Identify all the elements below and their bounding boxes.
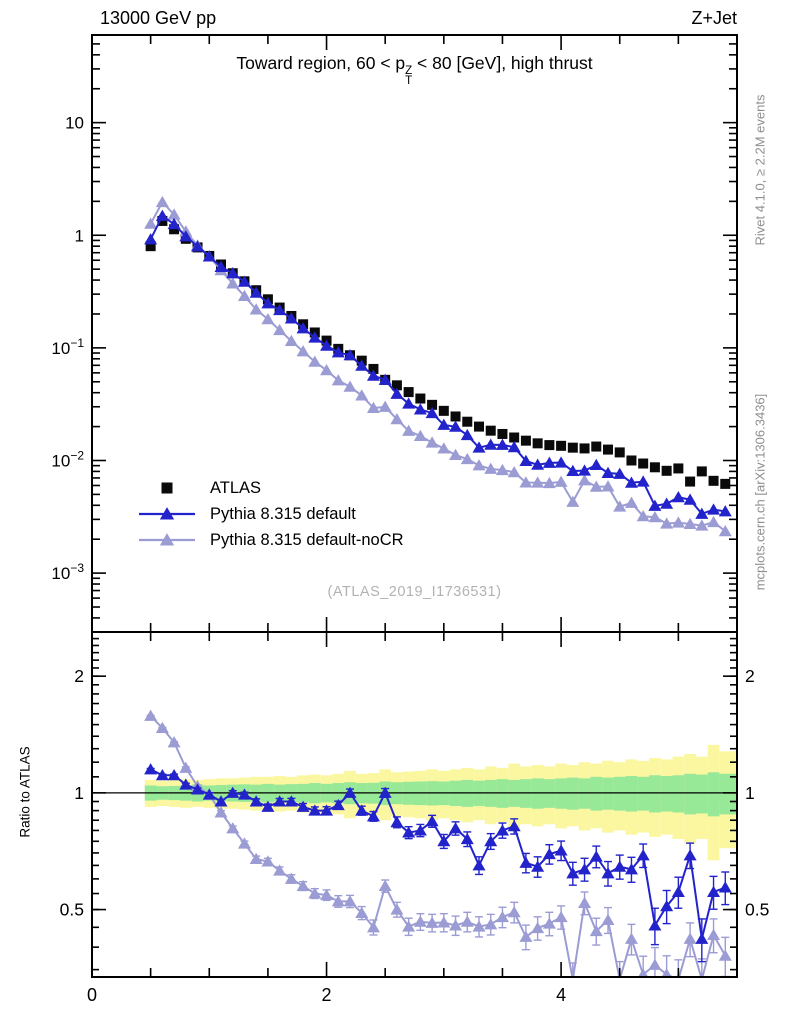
tick-label: 1 bbox=[745, 783, 755, 803]
legend-item-pythia-nocr: Pythia 8.315 default-noCR bbox=[138, 527, 404, 553]
legend-item-atlas: ATLAS bbox=[138, 475, 404, 501]
tick-label: 0.5 bbox=[60, 900, 84, 920]
tick-label: 0.5 bbox=[745, 900, 769, 920]
mcplots-arxiv-note: mcplots.cern.ch [arXiv:1306.3436] bbox=[752, 393, 768, 591]
beam-energy-label: 13000 GeV pp bbox=[100, 8, 217, 28]
uncertainty-band-inner bbox=[625, 776, 638, 812]
uncertainty-band-inner bbox=[695, 774, 708, 814]
legend-item-pythia-default: Pythia 8.315 default bbox=[138, 501, 404, 527]
tick-label: 2 bbox=[745, 666, 755, 686]
uncertainty-band-inner bbox=[496, 779, 509, 808]
title-suffix: < 80 [GeV], high thrust bbox=[412, 53, 593, 73]
tick-label: 10−2 bbox=[51, 448, 84, 470]
process-label: Z+Jet bbox=[691, 8, 737, 28]
spectrum-points-atlas bbox=[145, 215, 731, 489]
legend-label: Pythia 8.315 default bbox=[210, 504, 356, 523]
tick-label: 2 bbox=[74, 666, 84, 686]
atlas-marker-icon bbox=[161, 482, 173, 494]
uncertainty-band-inner bbox=[555, 778, 567, 809]
pythia-nocr-marker-icon bbox=[139, 533, 195, 546]
tick-label: 10−3 bbox=[51, 561, 84, 583]
legend-label: Pythia 8.315 default-noCR bbox=[210, 530, 404, 549]
spectrum-curve-pythia-default bbox=[144, 209, 732, 519]
uncertainty-band-inner bbox=[531, 778, 544, 809]
uncertainty-band-inner bbox=[637, 776, 650, 811]
tick-label: 1 bbox=[75, 226, 84, 245]
tick-label: 10−1 bbox=[51, 336, 84, 358]
ratio-curve-pythia-default bbox=[144, 763, 732, 963]
rivet-version-note: Rivet 4.1.0, ≥ 2.2M events bbox=[752, 94, 768, 246]
uncertainty-band-inner bbox=[707, 772, 720, 817]
uncertainty-band-inner bbox=[520, 779, 532, 808]
legend: ATLAS Pythia 8.315 default Pythia 8.315 … bbox=[138, 475, 404, 553]
uncertainty-band-inner bbox=[684, 773, 696, 815]
spectrum-panel bbox=[144, 195, 732, 537]
title-superscript: Z bbox=[405, 65, 413, 77]
title-prefix: Toward region, 60 < bbox=[236, 53, 396, 73]
tick-label: 1 bbox=[74, 783, 84, 803]
tick-label: 4 bbox=[556, 985, 566, 1005]
uncertainty-band-inner bbox=[578, 778, 591, 809]
ratio-curve-pythia-nocr bbox=[144, 709, 732, 977]
uncertainty-band-inner bbox=[672, 775, 685, 813]
pythia-default-marker-icon bbox=[139, 507, 195, 520]
ratio-panel bbox=[92, 709, 737, 977]
title-subscript: T bbox=[405, 75, 413, 87]
uncertainty-band-inner bbox=[613, 776, 626, 811]
uncertainty-band-inner bbox=[719, 773, 737, 815]
legend-label: ATLAS bbox=[210, 478, 262, 497]
analysis-watermark: (ATLAS_2019_I1736531) bbox=[327, 584, 502, 600]
tick-label: 2 bbox=[322, 985, 332, 1005]
uncertainty-band-inner bbox=[649, 775, 661, 813]
uncertainty-band-inner bbox=[590, 776, 603, 811]
uncertainty-band-inner bbox=[566, 777, 579, 810]
uncertainty-band-inner bbox=[602, 777, 614, 810]
uncertainty-band-inner bbox=[660, 776, 673, 812]
tick-label: 10 bbox=[65, 114, 84, 133]
uncertainty-band-inner bbox=[543, 779, 556, 808]
tick-label: 0 bbox=[87, 985, 97, 1005]
title-particle: p bbox=[395, 53, 406, 73]
ratio-axis-label: Ratio to ATLAS bbox=[17, 746, 33, 838]
